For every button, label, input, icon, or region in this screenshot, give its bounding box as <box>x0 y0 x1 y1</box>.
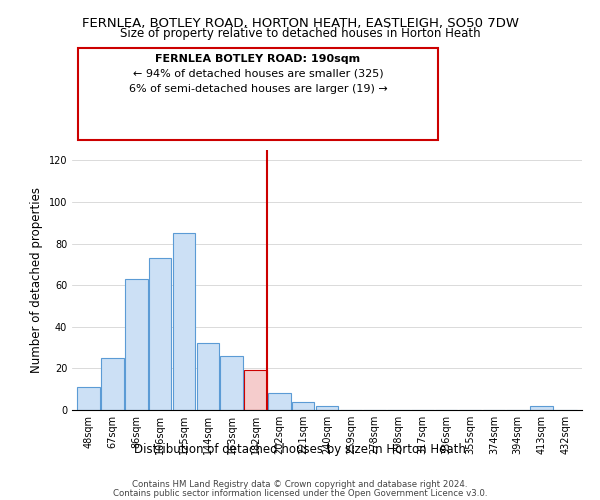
Bar <box>197 344 219 410</box>
Text: 6% of semi-detached houses are larger (19) →: 6% of semi-detached houses are larger (1… <box>128 84 388 94</box>
Y-axis label: Number of detached properties: Number of detached properties <box>30 187 43 373</box>
Text: FERNLEA BOTLEY ROAD: 190sqm: FERNLEA BOTLEY ROAD: 190sqm <box>155 54 361 64</box>
Text: ← 94% of detached houses are smaller (325): ← 94% of detached houses are smaller (32… <box>133 69 383 79</box>
Bar <box>292 402 314 410</box>
Text: FERNLEA, BOTLEY ROAD, HORTON HEATH, EASTLEIGH, SO50 7DW: FERNLEA, BOTLEY ROAD, HORTON HEATH, EAST… <box>82 18 518 30</box>
Bar <box>268 394 290 410</box>
Text: Distribution of detached houses by size in Horton Heath: Distribution of detached houses by size … <box>134 442 466 456</box>
Bar <box>101 358 124 410</box>
Text: Contains HM Land Registry data © Crown copyright and database right 2024.: Contains HM Land Registry data © Crown c… <box>132 480 468 489</box>
Bar <box>220 356 243 410</box>
Text: Contains public sector information licensed under the Open Government Licence v3: Contains public sector information licen… <box>113 489 487 498</box>
Bar <box>125 279 148 410</box>
Text: Size of property relative to detached houses in Horton Heath: Size of property relative to detached ho… <box>119 28 481 40</box>
Bar <box>173 233 196 410</box>
Bar <box>244 370 267 410</box>
Bar <box>316 406 338 410</box>
Bar <box>77 387 100 410</box>
Bar <box>149 258 172 410</box>
Bar <box>530 406 553 410</box>
